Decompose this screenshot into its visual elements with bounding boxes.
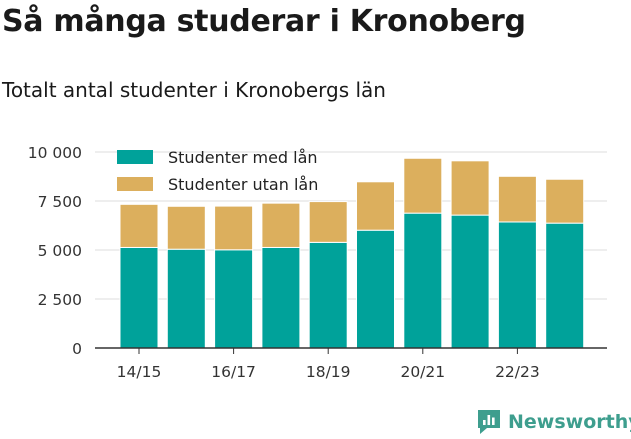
bar-studenter-med-lan bbox=[450, 214, 490, 349]
bar-studenter-utan-lan bbox=[497, 175, 537, 223]
x-axis: 14/15 16/17 18/19 20/21 22/23 bbox=[95, 347, 607, 381]
legend-swatch-med-lan bbox=[117, 150, 153, 164]
bar-studenter-med-lan bbox=[166, 248, 206, 349]
x-tick-label: 16/17 bbox=[211, 363, 256, 381]
x-tick-label: 20/21 bbox=[400, 363, 445, 381]
bar-studenter-med-lan bbox=[356, 229, 395, 349]
bar-studenter-utan-lan bbox=[119, 203, 159, 248]
brand-name: Newsworthy bbox=[508, 411, 631, 433]
y-tick-label: 2 500 bbox=[38, 291, 82, 309]
newsworthy-brand: Newsworthy bbox=[476, 406, 631, 438]
bar-studenter-med-lan bbox=[261, 246, 301, 349]
bar-studenter-med-lan bbox=[545, 222, 585, 349]
y-tick-label: 10 000 bbox=[28, 144, 82, 162]
y-axis-tick-labels: 0 2 500 5 000 7 500 10 000 bbox=[28, 144, 82, 358]
bar-studenter-utan-lan bbox=[166, 205, 206, 250]
y-tick-label: 5 000 bbox=[38, 242, 82, 260]
bar-studenter-utan-lan bbox=[214, 205, 254, 251]
x-tick-label: 18/19 bbox=[306, 363, 351, 381]
y-tick-label: 7 500 bbox=[38, 193, 82, 211]
bar-studenter-med-lan bbox=[308, 241, 348, 349]
bar-studenter-med-lan bbox=[497, 221, 537, 349]
chart-subtitle: Totalt antal studenter i Kronobergs län bbox=[2, 78, 386, 102]
legend-label-med-lan: Studenter med lån bbox=[168, 148, 318, 167]
chart-title: Så många studerar i Kronoberg bbox=[2, 4, 526, 39]
x-tick-label: 22/23 bbox=[495, 363, 540, 381]
bar-studenter-med-lan bbox=[214, 249, 254, 349]
bar-studenter-utan-lan bbox=[261, 202, 301, 248]
bar-studenter-utan-lan bbox=[545, 178, 585, 224]
legend-label-utan-lan: Studenter utan lån bbox=[168, 175, 318, 194]
y-tick-label: 0 bbox=[72, 340, 82, 358]
bar-studenter-med-lan bbox=[119, 246, 159, 349]
x-tick-label: 14/15 bbox=[117, 363, 162, 381]
newsworthy-logo-icon bbox=[476, 408, 502, 436]
bar-studenter-utan-lan bbox=[403, 157, 443, 214]
bar-studenter-med-lan bbox=[403, 212, 443, 349]
bar-studenter-utan-lan bbox=[356, 181, 395, 231]
legend: Studenter med lån Studenter utan lån bbox=[117, 148, 318, 194]
bar-studenter-utan-lan bbox=[450, 160, 490, 216]
bar-studenter-utan-lan bbox=[308, 201, 348, 243]
legend-swatch-utan-lan bbox=[117, 177, 153, 191]
